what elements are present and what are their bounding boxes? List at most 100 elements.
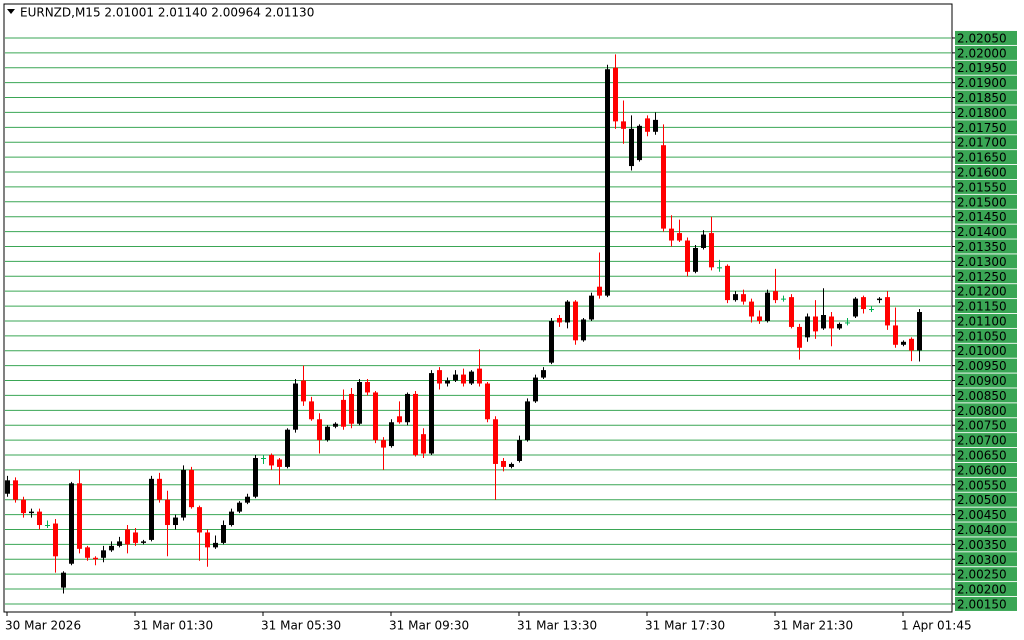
candle-body (285, 429, 290, 467)
y-tick-label: 2.00850 (957, 389, 1007, 403)
y-tick-label: 2.01900 (957, 76, 1007, 90)
candle-body (669, 228, 674, 241)
candle-body (797, 326, 802, 348)
y-tick-label: 2.01650 (957, 151, 1007, 165)
candle-body (605, 69, 610, 296)
candle-body (5, 480, 10, 494)
candle-body (85, 547, 90, 558)
candle-body (349, 393, 354, 424)
candle-body (613, 67, 618, 122)
candle-body (877, 298, 882, 301)
candle-body (293, 383, 298, 430)
candle-body (653, 119, 658, 132)
candle-body (301, 380, 306, 402)
candle-body (853, 298, 858, 317)
y-tick-box (955, 358, 1017, 373)
candle-body (493, 419, 498, 464)
y-tick-box (955, 269, 1017, 284)
candle-body (645, 118, 650, 132)
candle-body (245, 496, 250, 503)
y-tick-label: 2.00150 (957, 597, 1007, 611)
y-tick-box (955, 150, 1017, 165)
candle-body (557, 317, 562, 323)
y-tick-label: 2.02050 (957, 31, 1007, 45)
x-tick-label: 1 Apr 01:45 (901, 619, 972, 633)
candle-body (277, 459, 282, 467)
candle-body (21, 499, 26, 514)
y-tick-label: 2.00350 (957, 538, 1007, 552)
candle-body (661, 145, 666, 229)
y-tick-box (955, 299, 1017, 314)
candle-body (45, 525, 50, 527)
y-tick-box (955, 120, 1017, 135)
y-tick-label: 2.00250 (957, 568, 1007, 582)
candle-body (61, 572, 66, 588)
candle-body (773, 291, 778, 301)
y-tick-box (955, 328, 1017, 343)
candle-body (541, 370, 546, 378)
y-tick-label: 2.01800 (957, 106, 1007, 120)
menu-arrow[interactable] (7, 9, 15, 14)
y-tick-box (955, 60, 1017, 75)
y-tick-box (955, 313, 1017, 328)
candle-body (517, 440, 522, 461)
candle-body (269, 455, 274, 466)
candle-body (477, 368, 482, 384)
y-tick-label: 2.01050 (957, 329, 1007, 343)
candle-body (893, 325, 898, 345)
y-tick-box (955, 492, 1017, 507)
y-tick-label: 2.01700 (957, 136, 1007, 150)
candle-body (141, 541, 146, 543)
y-tick-label: 2.00450 (957, 508, 1007, 522)
y-tick-label: 2.00950 (957, 359, 1007, 373)
candle-body (621, 121, 626, 129)
candle-body (741, 294, 746, 302)
candle-body (181, 469, 186, 518)
candle-body (453, 374, 458, 381)
candle-body (237, 502, 242, 512)
y-tick-box (955, 179, 1017, 194)
candle-body (589, 295, 594, 320)
candle-body (101, 550, 106, 558)
y-tick-box (955, 343, 1017, 358)
candle-body (509, 463, 514, 467)
candle-body (437, 370, 442, 384)
candle-body (29, 511, 34, 514)
candle-body (829, 316, 834, 329)
candle-body (317, 419, 322, 441)
candle-body (733, 294, 738, 301)
y-tick-label: 2.00500 (957, 493, 1007, 507)
y-tick-box (955, 448, 1017, 463)
x-tick-label: 30 Mar 2026 (5, 619, 81, 633)
y-tick-box (955, 477, 1017, 492)
y-tick-label: 2.01200 (957, 285, 1007, 299)
y-tick-box (955, 418, 1017, 433)
y-tick-box (955, 209, 1017, 224)
candle-body (677, 233, 682, 241)
y-tick-box (955, 105, 1017, 120)
y-tick-label: 2.00400 (957, 523, 1007, 537)
y-tick-box (955, 135, 1017, 150)
y-tick-label: 2.01300 (957, 255, 1007, 269)
candle-body (389, 422, 394, 447)
y-tick-box (955, 90, 1017, 105)
y-tick-box (955, 596, 1017, 611)
candle-body (381, 440, 386, 448)
candle-body (597, 286, 602, 296)
candle-body (221, 525, 226, 543)
y-tick-label: 2.01550 (957, 180, 1007, 194)
candle-body (125, 529, 130, 545)
candle-body (373, 392, 378, 441)
candle-body (157, 478, 162, 500)
candle-body (685, 240, 690, 272)
candle-body (629, 128, 634, 167)
y-tick-box (955, 433, 1017, 448)
candle-body (53, 523, 58, 557)
candle-body (173, 517, 178, 526)
y-tick-box (955, 462, 1017, 477)
candle-body (461, 374, 466, 384)
y-tick-label: 2.00550 (957, 478, 1007, 492)
y-tick-label: 2.01100 (957, 314, 1007, 328)
y-tick-label: 2.01850 (957, 91, 1007, 105)
candle-body (581, 319, 586, 341)
